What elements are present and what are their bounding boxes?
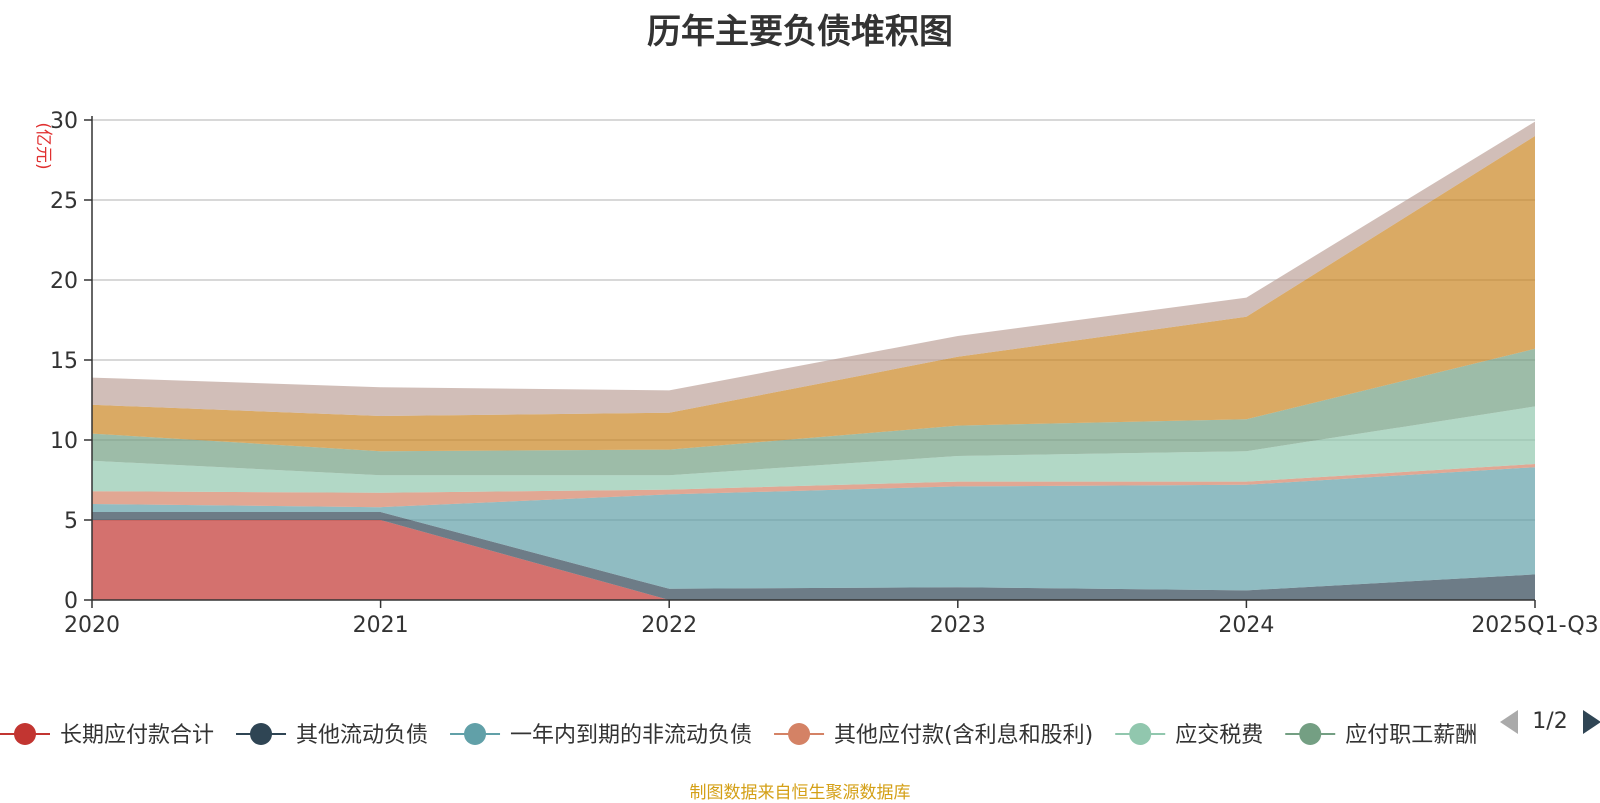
- area-series: [92, 121, 1535, 416]
- legend-marker-icon: [250, 723, 273, 745]
- legend-item[interactable]: 其他应付款(含利息和股利): [774, 723, 1093, 748]
- legend-item[interactable]: 长期应付款合计: [0, 723, 214, 748]
- area-series: [92, 348, 1535, 476]
- y-tick-label: 25: [50, 189, 78, 214]
- legend-marker-icon: [464, 723, 487, 745]
- y-tick-label: 0: [64, 589, 78, 614]
- legend-label: 应付职工薪酬: [1345, 723, 1477, 748]
- area-series: [92, 406, 1535, 493]
- x-tick-label: 2025Q1-Q3: [1471, 613, 1598, 638]
- y-tick-label: 5: [64, 509, 78, 534]
- y-tick-label: 30: [50, 109, 78, 134]
- legend-marker-icon: [14, 723, 36, 745]
- area-series: [92, 512, 1535, 600]
- area-series: [92, 121, 1535, 600]
- chart-title: 历年主要负债堆积图: [647, 12, 953, 52]
- legend-marker-icon: [1299, 723, 1322, 745]
- legend-label: 其他流动负债: [296, 723, 428, 748]
- legend-label: 应交税费: [1175, 723, 1263, 748]
- legend-item[interactable]: 其他流动负债: [236, 723, 428, 748]
- legend-item[interactable]: 应交税费: [1115, 723, 1263, 748]
- legend-item[interactable]: 应付职工薪酬: [1285, 723, 1477, 748]
- legend-marker-icon: [1129, 723, 1152, 745]
- legend-label: 其他应付款(含利息和股利): [834, 723, 1093, 748]
- axes: 0 5 10 15 20 25 30 2020 2021 2022 2023 2024 2025Q1-Q…: [33, 109, 1599, 638]
- legend-pager[interactable]: 1/2: [1500, 709, 1600, 734]
- y-tick-label: 10: [50, 429, 78, 454]
- x-tick-label: 2020: [64, 613, 120, 638]
- legend[interactable]: 长期应付款合计 其他流动负债 一年内到期的非流动负债 其他应付款(含利息和股利) 应交税…: [0, 723, 1477, 748]
- legend-next-arrow-icon[interactable]: [1583, 710, 1600, 734]
- x-tick-label: 2022: [641, 613, 697, 638]
- legend-label: 长期应付款合计: [60, 723, 214, 748]
- area-series: [92, 136, 1535, 452]
- y-tick-label: 15: [50, 349, 78, 374]
- legend-page-indicator: 1/2: [1532, 709, 1567, 734]
- source-note: 制图数据来自恒生聚源数据库: [689, 783, 911, 803]
- y-axis-unit-label: (亿元): [33, 122, 53, 169]
- x-tick-label: 2024: [1218, 613, 1274, 638]
- legend-item[interactable]: 一年内到期的非流动负债: [450, 723, 752, 748]
- legend-marker-icon: [788, 723, 811, 745]
- y-tick-label: 20: [50, 269, 78, 294]
- area-series: [92, 467, 1535, 591]
- x-tick-label: 2021: [353, 613, 409, 638]
- legend-label: 一年内到期的非流动负债: [510, 723, 752, 748]
- legend-prev-arrow-icon[interactable]: [1500, 710, 1518, 734]
- x-tick-label: 2023: [930, 613, 986, 638]
